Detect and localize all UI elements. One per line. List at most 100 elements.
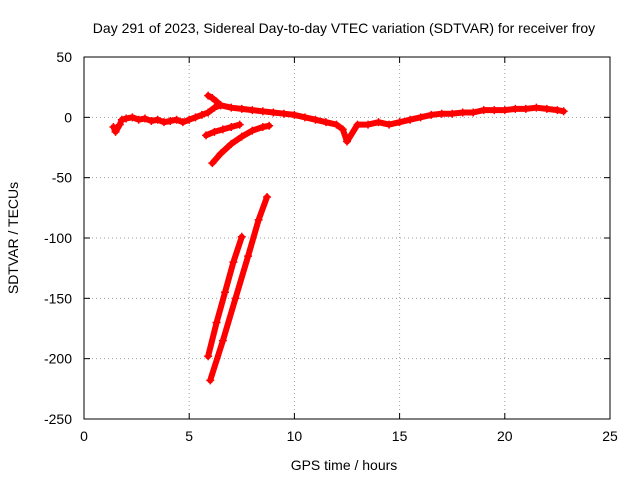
data-point bbox=[290, 110, 299, 119]
data-point bbox=[263, 192, 272, 201]
data-point bbox=[197, 110, 206, 119]
data-point bbox=[279, 109, 288, 118]
data-point bbox=[191, 113, 200, 122]
data-point bbox=[353, 120, 362, 129]
y-tick-label: -50 bbox=[52, 170, 72, 186]
data-point bbox=[117, 115, 126, 124]
data-point bbox=[416, 113, 425, 122]
data-point bbox=[216, 101, 225, 110]
x-tick-label: 25 bbox=[602, 428, 618, 444]
data-point bbox=[248, 106, 257, 115]
data-point bbox=[218, 336, 227, 345]
series-line bbox=[205, 92, 224, 109]
series-steep-line-2 bbox=[206, 192, 272, 385]
series-short-arc bbox=[202, 120, 244, 140]
x-axis-label: GPS time / hours bbox=[291, 457, 398, 473]
data-point bbox=[395, 118, 404, 127]
data-point bbox=[212, 97, 221, 106]
x-tick-label: 5 bbox=[185, 428, 193, 444]
data-point bbox=[212, 318, 221, 327]
chart-title: Day 291 of 2023, Sidereal Day-to-day VTE… bbox=[93, 20, 595, 36]
y-axis-label: SDTVAR / TECUs bbox=[5, 182, 21, 294]
data-point bbox=[364, 120, 373, 129]
data-point bbox=[237, 104, 246, 113]
data-point bbox=[231, 294, 240, 303]
data-point bbox=[300, 113, 309, 122]
x-tick-label: 0 bbox=[80, 428, 88, 444]
data-point bbox=[532, 103, 541, 112]
data-point bbox=[237, 232, 246, 241]
data-point bbox=[559, 107, 568, 116]
data-point bbox=[159, 118, 168, 127]
data-point bbox=[204, 352, 213, 361]
data-point bbox=[208, 94, 217, 103]
data-point bbox=[210, 127, 219, 136]
data-point bbox=[229, 258, 238, 267]
data-point bbox=[521, 104, 530, 113]
data-point bbox=[235, 120, 244, 129]
data-point bbox=[166, 116, 175, 125]
data-point bbox=[128, 113, 137, 122]
data-point bbox=[500, 106, 509, 115]
data-point bbox=[427, 110, 436, 119]
y-tick-label: -250 bbox=[44, 411, 72, 427]
data-point bbox=[111, 127, 120, 136]
data-point bbox=[204, 108, 213, 117]
y-tick-label: -150 bbox=[44, 290, 72, 306]
y-tick-label: -200 bbox=[44, 351, 72, 367]
y-tick-label: 0 bbox=[64, 109, 72, 125]
data-point bbox=[490, 106, 499, 115]
series-curved-arc bbox=[208, 121, 274, 168]
data-point bbox=[311, 115, 320, 124]
data-point bbox=[437, 109, 446, 118]
series-line bbox=[207, 194, 270, 384]
data-point bbox=[141, 114, 150, 123]
ticks: 0 5 10 15 20 25 -250 -200 -150 -100 -50 0 50 bbox=[44, 49, 618, 444]
data-point bbox=[458, 108, 467, 117]
x-tick-label: 10 bbox=[287, 428, 303, 444]
data-point bbox=[385, 120, 394, 129]
data-point bbox=[202, 131, 211, 140]
data-layer bbox=[109, 91, 568, 385]
y-tick-label: 50 bbox=[56, 49, 72, 65]
data-point bbox=[332, 120, 341, 129]
data-point bbox=[206, 376, 215, 385]
data-point bbox=[153, 115, 162, 124]
data-point bbox=[265, 121, 274, 130]
series-upper-spike bbox=[204, 91, 225, 110]
data-point bbox=[147, 116, 156, 125]
data-point bbox=[109, 122, 118, 131]
data-point bbox=[553, 106, 562, 115]
data-point bbox=[227, 122, 236, 131]
data-point bbox=[178, 118, 187, 127]
data-point bbox=[237, 132, 246, 141]
data-point bbox=[115, 120, 124, 129]
data-point bbox=[208, 159, 217, 168]
data-point bbox=[227, 139, 236, 148]
data-point bbox=[185, 115, 194, 124]
data-point bbox=[321, 118, 330, 127]
data-point bbox=[511, 104, 520, 113]
data-point bbox=[244, 252, 253, 261]
data-point bbox=[204, 91, 213, 100]
y-tick-label: -100 bbox=[44, 230, 72, 246]
data-point bbox=[479, 106, 488, 115]
data-point bbox=[374, 118, 383, 127]
data-point bbox=[218, 125, 227, 134]
data-point bbox=[406, 115, 415, 124]
data-point bbox=[134, 115, 143, 124]
data-point bbox=[254, 215, 263, 224]
data-point bbox=[216, 149, 225, 158]
data-point bbox=[542, 104, 551, 113]
data-point bbox=[172, 115, 181, 124]
x-tick-label: 20 bbox=[497, 428, 513, 444]
data-point bbox=[210, 103, 219, 112]
data-point bbox=[258, 107, 267, 116]
data-point bbox=[258, 122, 267, 131]
data-point bbox=[343, 137, 351, 146]
data-point bbox=[248, 126, 257, 135]
data-point bbox=[269, 108, 278, 117]
series-steep-line-1 bbox=[204, 232, 246, 361]
data-point bbox=[220, 288, 229, 297]
